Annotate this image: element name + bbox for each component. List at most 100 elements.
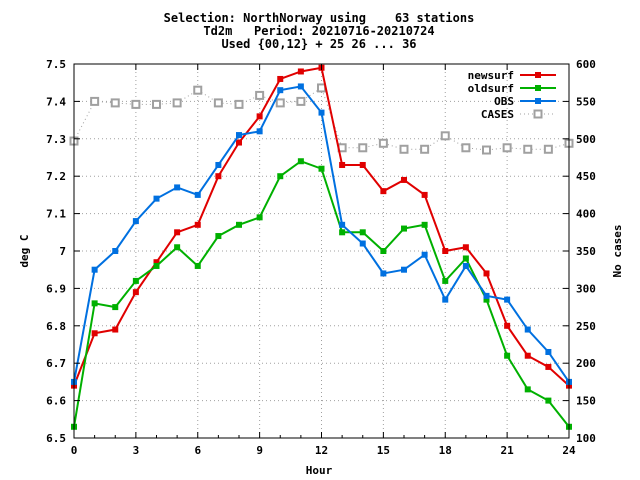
- data-point-cases: [317, 83, 326, 93]
- data-point-obs: [545, 348, 552, 355]
- title-line-1: Selection: NorthNorway using 63 stations: [164, 11, 475, 25]
- data-point-oldsurf: [236, 221, 242, 228]
- data-point-obs: [277, 87, 284, 94]
- data-point-newsurf: [194, 221, 201, 228]
- data-point-oldsurf: [483, 296, 490, 303]
- y2-tick-label: 200: [576, 357, 596, 370]
- data-point-obs: [256, 128, 263, 135]
- y2-tick-label: 100: [576, 432, 596, 445]
- y-tick-label: 6.8: [46, 320, 66, 333]
- data-point-cases: [172, 98, 182, 108]
- data-point-cases: [193, 85, 203, 95]
- data-point-cases: [482, 145, 491, 155]
- legend-swatch-marker: [533, 109, 543, 119]
- data-point-newsurf: [401, 176, 407, 183]
- data-point-cases: [90, 96, 100, 106]
- data-point-newsurf: [277, 75, 284, 82]
- data-point-cases: [543, 144, 553, 154]
- data-point-newsurf: [153, 259, 160, 266]
- data-point-newsurf: [524, 352, 531, 359]
- y2-tick-label: 600: [576, 58, 596, 71]
- data-point-obs: [339, 221, 346, 228]
- x-tick-label: 3: [133, 444, 140, 457]
- y-tick-label: 7.5: [46, 58, 66, 71]
- y-tick-label: 7: [59, 245, 66, 258]
- data-point-newsurf: [462, 244, 469, 251]
- data-point-obs: [112, 248, 119, 254]
- legend-label-newsurf: newsurf: [468, 69, 514, 82]
- y2-tick-label: 450: [576, 170, 596, 183]
- data-point-oldsurf: [442, 277, 449, 284]
- chart-title: Selection: NorthNorway using 63 stations…: [164, 11, 475, 51]
- data-point-obs: [297, 83, 304, 90]
- y2-tick-label: 550: [576, 95, 596, 108]
- y-tick-label: 7.1: [46, 208, 66, 221]
- data-point-oldsurf: [132, 277, 139, 284]
- y-tick-label: 6.6: [46, 395, 66, 408]
- data-point-oldsurf: [297, 158, 304, 165]
- data-point-cases: [234, 99, 244, 109]
- x-axis-label: Hour: [306, 464, 333, 477]
- y-tick-label: 6.5: [46, 432, 66, 445]
- data-point-cases: [131, 99, 141, 109]
- series-line-obs: [73, 85, 570, 383]
- data-point-oldsurf: [401, 225, 407, 232]
- data-point-cases: [152, 99, 161, 109]
- data-point-oldsurf: [215, 233, 222, 240]
- series-cases: [69, 83, 574, 155]
- data-point-cases: [461, 143, 471, 153]
- data-point-cases: [110, 98, 120, 108]
- data-point-obs: [483, 292, 490, 299]
- data-point-obs: [442, 296, 449, 303]
- y2-tick-label: 400: [576, 208, 596, 221]
- x-tick-label: 21: [501, 444, 515, 457]
- x-tick-label: 9: [256, 444, 263, 457]
- data-point-newsurf: [504, 322, 511, 329]
- data-point-cases: [523, 144, 533, 154]
- y2-axis-label: No cases: [611, 225, 624, 278]
- data-point-oldsurf: [174, 244, 181, 251]
- data-point-obs: [132, 218, 139, 225]
- data-point-newsurf: [483, 270, 490, 277]
- data-point-newsurf: [112, 326, 119, 333]
- data-point-newsurf: [359, 161, 366, 168]
- data-point-obs: [153, 195, 160, 202]
- y-tick-label: 7.2: [46, 170, 66, 183]
- data-point-obs: [401, 266, 407, 273]
- data-point-newsurf: [236, 139, 242, 146]
- data-point-oldsurf: [524, 386, 531, 393]
- data-point-obs: [504, 296, 511, 303]
- x-axis: 0 3 6 9 12 15 18 21 24: [71, 64, 576, 457]
- data-point-oldsurf: [194, 262, 201, 269]
- grid: [74, 64, 569, 438]
- data-point-cases: [420, 144, 430, 154]
- x-tick-label: 24: [562, 444, 576, 457]
- data-point-obs: [91, 266, 98, 273]
- data-point-obs: [380, 270, 387, 277]
- data-point-newsurf: [380, 188, 387, 195]
- data-point-cases: [378, 138, 388, 148]
- data-point-obs: [215, 161, 222, 168]
- y-axis-right: 100 150 200 250 300 350 400 450 500 550 600: [563, 58, 596, 445]
- data-point-obs: [174, 184, 181, 191]
- data-point-oldsurf: [504, 352, 511, 359]
- data-point-cases: [399, 144, 409, 154]
- y-axis-label: deg C: [18, 234, 31, 267]
- y-tick-label: 7.4: [46, 95, 66, 108]
- data-point-oldsurf: [277, 173, 284, 180]
- data-point-newsurf: [91, 330, 98, 337]
- data-point-newsurf: [215, 173, 222, 180]
- x-tick-label: 15: [377, 444, 390, 457]
- data-point-oldsurf: [380, 248, 387, 254]
- title-line-3: Used {00,12} + 25 26 ... 36: [221, 37, 416, 51]
- data-point-oldsurf: [256, 214, 263, 221]
- data-point-obs: [462, 262, 469, 269]
- data-point-cases: [440, 131, 450, 141]
- data-point-obs: [318, 109, 325, 116]
- data-point-newsurf: [339, 161, 346, 168]
- x-tick-label: 0: [71, 444, 78, 457]
- legend-label-oldsurf: oldsurf: [468, 82, 514, 95]
- y2-tick-label: 150: [576, 395, 596, 408]
- legend-label-cases: CASES: [481, 108, 514, 121]
